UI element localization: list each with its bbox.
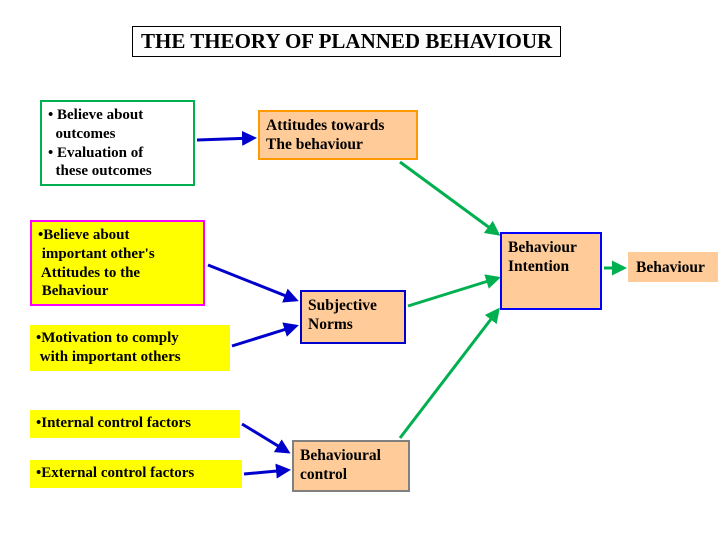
box-line: control <box>300 465 402 484</box>
arrow-beliefs_outcomes-to-attitudes <box>197 138 254 140</box>
box-line: Norms <box>308 315 398 334</box>
box-intention: BehaviourIntention <box>500 232 602 310</box>
box-behavioural_control: Behaviouralcontrol <box>292 440 410 492</box>
box-line: Behaviour <box>38 282 197 301</box>
box-line: Attitudes towards <box>266 116 410 135</box>
arrow-external_control-to-behavioural_control <box>244 470 288 474</box>
box-beliefs_outcomes: • Believe about outcomes• Evaluation of … <box>40 100 195 186</box>
box-beliefs_others: •Believe about important other's Attitud… <box>30 220 205 306</box>
box-line: important other's <box>38 245 197 264</box>
box-line: Attitudes to the <box>38 264 197 283</box>
arrow-behavioural_control-to-intention <box>400 310 498 438</box>
arrow-subjective_norms-to-intention <box>408 278 498 306</box>
box-line: •Motivation to comply <box>36 329 224 348</box>
arrow-motivation-to-subjective_norms <box>232 326 296 346</box>
box-internal_control: •Internal control factors <box>30 410 240 438</box>
box-line: with important others <box>36 348 224 367</box>
box-line: •Believe about <box>38 226 197 245</box>
box-external_control: •External control factors <box>30 460 242 488</box>
box-behaviour: Behaviour <box>628 252 718 282</box>
box-line: • Believe about <box>48 106 187 125</box>
box-line: outcomes <box>48 125 187 144</box>
box-line: Behaviour <box>636 258 710 277</box>
box-motivation: •Motivation to comply with important oth… <box>30 325 230 371</box>
box-line: • Evaluation of <box>48 144 187 163</box>
arrow-internal_control-to-behavioural_control <box>242 424 288 452</box>
box-line: Behavioural <box>300 446 402 465</box>
box-line: Behaviour <box>508 238 594 257</box>
arrow-beliefs_others-to-subjective_norms <box>208 265 296 300</box>
box-line: •Internal control factors <box>36 414 234 433</box>
box-line: Intention <box>508 257 594 276</box>
box-attitudes: Attitudes towardsThe behaviour <box>258 110 418 160</box>
diagram-title: THE THEORY OF PLANNED BEHAVIOUR <box>132 26 561 57</box>
box-subjective_norms: SubjectiveNorms <box>300 290 406 344</box>
arrow-attitudes-to-intention <box>400 162 498 234</box>
box-line: these outcomes <box>48 162 187 181</box>
box-line: Subjective <box>308 296 398 315</box>
box-line: The behaviour <box>266 135 410 154</box>
box-line: •External control factors <box>36 464 236 483</box>
